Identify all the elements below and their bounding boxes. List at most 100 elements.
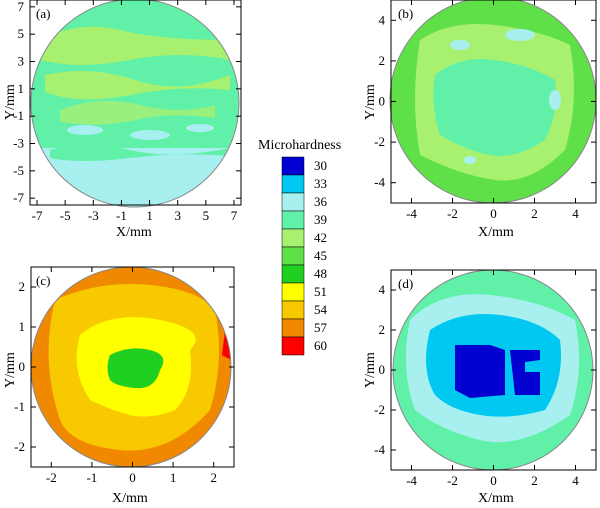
x-tick-label: 0 bbox=[129, 470, 136, 485]
x-tick-label: 4 bbox=[572, 473, 579, 488]
y-tick-label: 7 bbox=[18, 0, 25, 14]
panel-d-y-label: Y/mm bbox=[363, 352, 378, 388]
panel-b: -4 -2 0 2 4 4 2 0 -2 -4 (b) X/mm Y/mm bbox=[363, 0, 597, 240]
x-tick-label: -2 bbox=[447, 473, 458, 488]
y-tick-label: 1 bbox=[19, 319, 26, 334]
y-tick-label: 4 bbox=[379, 12, 386, 27]
y-tick-label: -2 bbox=[374, 402, 385, 417]
panel-c-y-ticks: 2 1 0 -1 -2 bbox=[14, 279, 234, 454]
y-tick-label: 3 bbox=[18, 54, 25, 69]
y-tick-label: -3 bbox=[13, 136, 24, 151]
colorbar-swatch bbox=[281, 210, 305, 230]
y-tick-label: 1 bbox=[18, 81, 25, 96]
colorbar-swatch bbox=[281, 318, 305, 338]
panel-c-label: (c) bbox=[36, 273, 50, 288]
x-tick-label: -2 bbox=[447, 206, 458, 221]
y-tick-label: -1 bbox=[13, 108, 24, 123]
x-tick-label: -4 bbox=[406, 206, 417, 221]
panel-c: -2 -1 0 1 2 2 1 0 -1 -2 (c) X/mm Y/mm bbox=[3, 266, 235, 506]
colorbar-swatch bbox=[281, 300, 305, 320]
panel-c-x-ticks: -2 -1 0 1 2 bbox=[46, 267, 217, 485]
colorbar-level-label: 33 bbox=[314, 176, 327, 191]
x-tick-label: -4 bbox=[406, 473, 417, 488]
y-tick-label: -2 bbox=[14, 439, 25, 454]
x-tick-label: 2 bbox=[531, 473, 538, 488]
x-tick-label: 3 bbox=[174, 208, 181, 223]
y-tick-label: 0 bbox=[379, 94, 386, 109]
x-tick-label: 0 bbox=[490, 473, 497, 488]
colorbar-swatch bbox=[281, 156, 305, 176]
colorbar-level-label: 45 bbox=[314, 248, 327, 263]
panel-c-heatmap bbox=[31, 267, 231, 467]
x-tick-label: 0 bbox=[490, 206, 497, 221]
x-tick-label: 1 bbox=[146, 208, 153, 223]
x-tick-label: -2 bbox=[46, 470, 57, 485]
panel-a-heatmap bbox=[31, 0, 239, 207]
y-tick-label: 5 bbox=[18, 26, 25, 41]
x-tick-label: -3 bbox=[88, 208, 99, 223]
colorbar-level-label: 39 bbox=[314, 212, 327, 227]
panel-b-x-label: X/mm bbox=[478, 225, 514, 240]
colorbar-level-label: 42 bbox=[314, 230, 327, 245]
panel-c-x-label: X/mm bbox=[112, 491, 148, 506]
x-tick-label: -1 bbox=[86, 470, 97, 485]
colorbar-level-label: 51 bbox=[314, 284, 327, 299]
colorbar-level-label: 36 bbox=[314, 194, 328, 209]
panel-d-y-ticks: 4 2 0 -2 -4 bbox=[374, 282, 596, 457]
x-tick-label: 1 bbox=[170, 470, 177, 485]
y-tick-label: 2 bbox=[379, 53, 386, 68]
x-tick-label: -5 bbox=[60, 208, 71, 223]
colorbar-swatch bbox=[281, 264, 305, 284]
colorbar-title: Microhardness bbox=[258, 138, 341, 153]
x-tick-label: 5 bbox=[203, 208, 210, 223]
y-tick-label: -7 bbox=[13, 190, 24, 205]
panel-d-label: (d) bbox=[398, 276, 413, 291]
panel-b-y-label: Y/mm bbox=[363, 84, 378, 120]
x-tick-label: 2 bbox=[210, 470, 217, 485]
panel-a: -7 -5 -3 -1 1 3 5 7 7 5 3 1 -1 -3 -5 -7 (a) X/mm Y/mm bbox=[3, 0, 242, 240]
y-tick-label: -2 bbox=[374, 134, 385, 149]
panel-d: -4 -2 0 2 4 4 2 0 -2 -4 (d) X/mm Y/mm bbox=[363, 269, 597, 506]
panel-b-heatmap bbox=[390, 0, 596, 203]
y-tick-label: 0 bbox=[19, 359, 26, 374]
colorbar-swatch bbox=[281, 192, 305, 212]
y-tick-label: 0 bbox=[379, 362, 386, 377]
panel-c-y-label: Y/mm bbox=[3, 352, 18, 388]
panel-a-y-ticks: 7 5 3 1 -1 -3 -5 -7 bbox=[13, 0, 241, 205]
colorbar-swatch bbox=[281, 246, 305, 266]
colorbar-swatch bbox=[281, 282, 305, 302]
y-tick-label: -4 bbox=[374, 175, 385, 190]
y-tick-label: 2 bbox=[379, 322, 386, 337]
colorbar-level-label: 48 bbox=[314, 266, 327, 281]
panel-b-y-ticks: 4 2 0 -2 -4 bbox=[374, 12, 596, 190]
y-tick-label: 2 bbox=[19, 279, 26, 294]
x-tick-label: 7 bbox=[231, 208, 238, 223]
colorbar-level-label: 57 bbox=[314, 320, 328, 335]
panel-a-x-ticks: -7 -5 -3 -1 1 3 5 7 bbox=[32, 0, 238, 223]
panel-a-label: (a) bbox=[36, 6, 50, 21]
colorbar-level-label: 60 bbox=[314, 338, 327, 353]
x-tick-label: 4 bbox=[572, 206, 579, 221]
colorbar-level-label: 30 bbox=[314, 158, 327, 173]
x-tick-label: 2 bbox=[531, 206, 538, 221]
colorbar-level-label: 54 bbox=[314, 302, 328, 317]
x-tick-label: -7 bbox=[32, 208, 43, 223]
colorbar-swatch bbox=[281, 174, 305, 194]
panel-d-x-ticks: -4 -2 0 2 4 bbox=[406, 270, 579, 488]
colorbar-labels: 30 33 36 39 42 45 48 51 54 57 60 bbox=[314, 158, 328, 353]
x-tick-label: -1 bbox=[116, 208, 127, 223]
panel-b-label: (b) bbox=[398, 6, 413, 21]
colorbar-swatches bbox=[281, 156, 305, 356]
y-tick-label: -4 bbox=[374, 442, 385, 457]
colorbar-swatch bbox=[281, 336, 305, 356]
panel-b-x-ticks: -4 -2 0 2 4 bbox=[406, 0, 579, 221]
colorbar-swatch bbox=[281, 228, 305, 248]
panel-a-y-label: Y/mm bbox=[3, 84, 18, 120]
y-tick-label: -5 bbox=[13, 163, 24, 178]
panel-a-x-label: X/mm bbox=[116, 225, 152, 240]
y-tick-label: 4 bbox=[379, 282, 386, 297]
colorbar: Microhardness 30 33 36 39 42 45 48 51 54 57 60 bbox=[258, 138, 341, 356]
panel-d-heatmap bbox=[393, 270, 593, 470]
y-tick-label: -1 bbox=[14, 399, 25, 414]
